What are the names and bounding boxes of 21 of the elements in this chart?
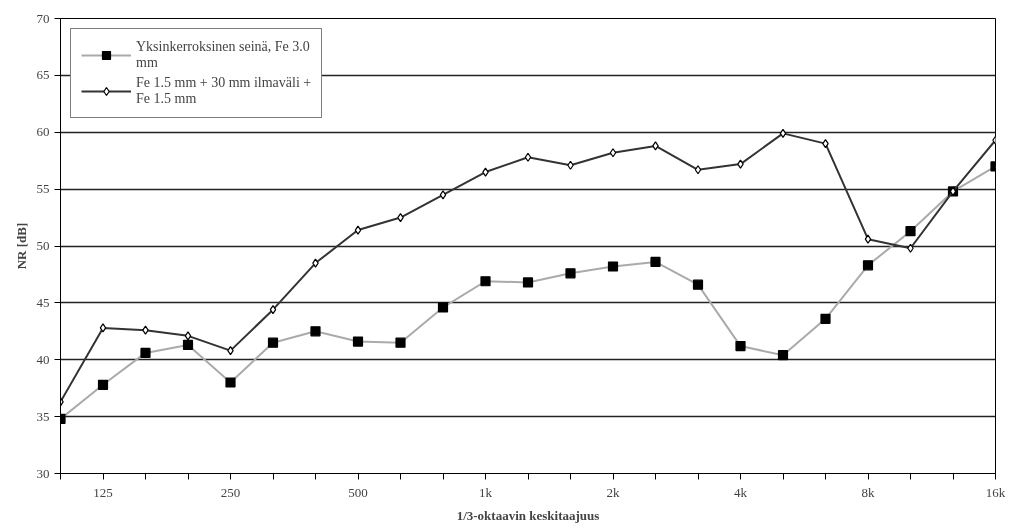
legend-label: Yksinkerroksinen seinä, Fe 3.0 mm xyxy=(136,39,310,71)
x-axis-title: 1/3-oktaavin keskitaajuus xyxy=(456,507,600,523)
x-tick-label: 125 xyxy=(93,484,113,500)
y-axis-title: NR [dB] xyxy=(13,222,29,270)
y-tick-label: 60 xyxy=(36,124,50,140)
x-tick-label: 250 xyxy=(220,484,241,500)
y-tick-label: 70 xyxy=(36,10,50,26)
x-tick-label: 500 xyxy=(348,484,368,500)
y-tick-label: 65 xyxy=(36,67,50,83)
y-tick-label: 50 xyxy=(36,238,50,253)
y-tick-label: 30 xyxy=(36,465,50,481)
y-tick-label: 35 xyxy=(36,408,50,424)
legend-label: Fe 1.5 mm + 30 mm ilmaväli + Fe 1.5 mm xyxy=(136,75,312,107)
x-tick-label: 16k xyxy=(985,484,1006,500)
x-tick-label: 2k xyxy=(606,484,620,500)
x-tick-label: 1k xyxy=(479,484,493,500)
x-tick-label: 8k xyxy=(861,484,875,500)
y-tick-label: 55 xyxy=(36,181,50,197)
x-tick-label: 4k xyxy=(734,484,748,500)
y-tick-label: 45 xyxy=(36,294,50,310)
y-tick-label: 40 xyxy=(36,351,50,367)
